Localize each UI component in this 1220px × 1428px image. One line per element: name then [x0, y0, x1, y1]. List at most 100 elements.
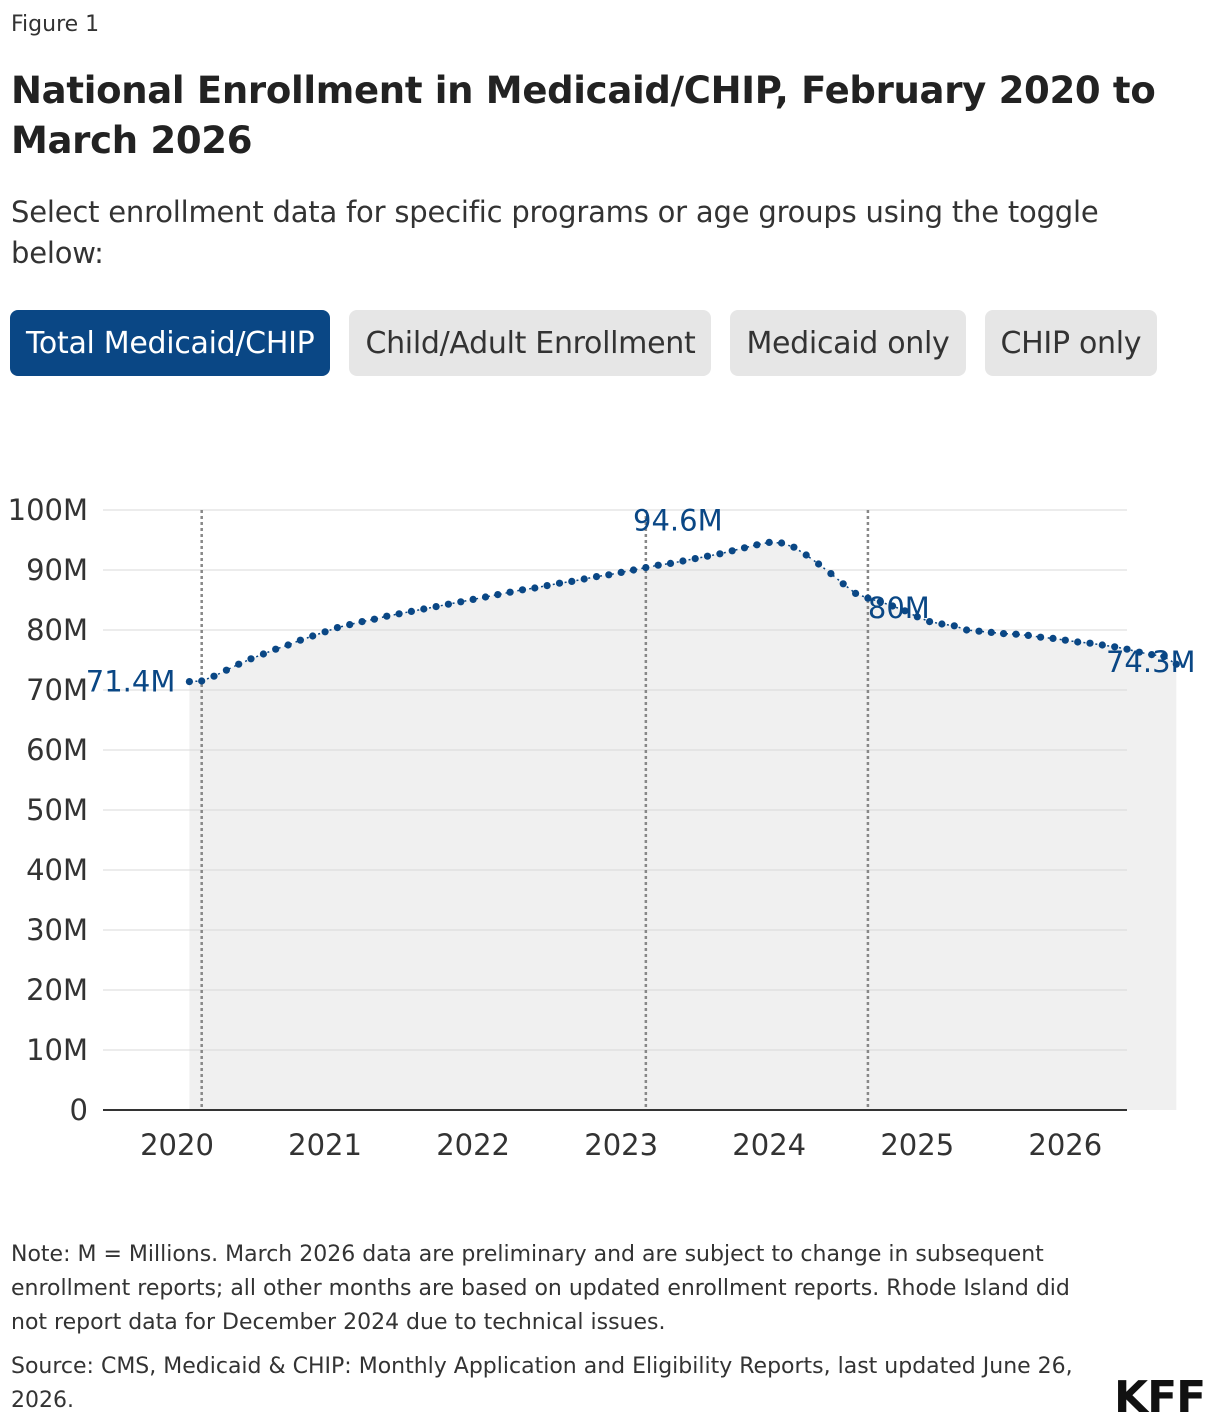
data-point — [247, 655, 255, 663]
data-point — [889, 602, 897, 610]
data-point — [210, 672, 218, 680]
data-point — [1049, 634, 1057, 642]
data-point — [963, 626, 971, 634]
data-point — [494, 591, 502, 599]
data-point — [839, 580, 847, 588]
data-point — [346, 621, 354, 629]
chart-title: National Enrollment in Medicaid/CHIP, Fe… — [11, 69, 1156, 162]
y-tick-label: 30M — [26, 913, 88, 947]
data-label: 94.6M — [633, 503, 723, 537]
data-point — [666, 559, 675, 567]
y-tick-label: 100M — [8, 493, 88, 527]
data-point — [333, 624, 341, 632]
x-tick-label: 2023 — [584, 1128, 658, 1162]
kff-logo: KFF — [1114, 1372, 1206, 1423]
data-label: 74.3M — [1106, 645, 1196, 679]
data-point — [395, 610, 403, 618]
data-point — [629, 566, 638, 574]
y-tick-label: 0 — [70, 1093, 88, 1127]
data-point — [407, 607, 415, 615]
data-point — [185, 678, 193, 686]
area-fill — [189, 542, 1177, 1110]
data-point — [383, 612, 391, 620]
data-point — [827, 570, 835, 578]
data-point — [444, 600, 452, 608]
data-point — [950, 622, 958, 630]
chart-subtitle: Select enrollment data for specific prog… — [11, 195, 1099, 270]
data-point — [728, 547, 736, 555]
data-point — [1135, 648, 1143, 656]
data-point — [321, 628, 329, 636]
data-point — [358, 618, 366, 626]
data-point — [815, 560, 823, 568]
data-point — [864, 594, 872, 602]
data-point — [1037, 633, 1045, 641]
y-tick-label: 90M — [26, 553, 88, 587]
data-label: 71.4M — [86, 665, 176, 699]
data-point — [531, 584, 539, 592]
data-point — [703, 552, 712, 560]
data-point — [1024, 631, 1032, 639]
x-tick-label: 2026 — [1028, 1128, 1102, 1162]
data-point — [518, 586, 527, 594]
data-point — [1098, 641, 1106, 649]
data-point — [1061, 636, 1069, 644]
data-point — [580, 575, 588, 583]
data-point — [716, 550, 724, 558]
data-point — [1074, 638, 1082, 646]
chart-note: Note: M = Millions. March 2026 data are … — [11, 1242, 1070, 1335]
data-point — [481, 593, 490, 601]
y-tick-label: 60M — [26, 733, 88, 767]
data-point — [592, 573, 601, 581]
data-point — [272, 645, 280, 653]
data-point — [975, 627, 983, 635]
data-point — [852, 589, 860, 597]
data-point — [691, 555, 699, 563]
data-point — [654, 561, 662, 569]
x-tick-label: 2022 — [436, 1128, 510, 1162]
y-tick-label: 50M — [26, 793, 88, 827]
data-point — [420, 605, 428, 613]
data-point — [926, 618, 934, 626]
y-tick-label: 40M — [26, 853, 88, 887]
data-point — [901, 607, 909, 615]
toggle-chip-only[interactable]: CHIP only — [984, 310, 1158, 376]
enrollment-line-chart: 0 10M 20M 30M 40M 50M 60M 70M 80M 90M 100M 2020 2021… — [8, 493, 1196, 1162]
toggle-total-medicaid-chip[interactable]: Total Medicaid/CHIP — [10, 310, 331, 376]
data-point — [790, 543, 798, 551]
chart-source: Source: CMS, Medicaid & CHIP: Monthly Ap… — [11, 1354, 1073, 1413]
data-point — [605, 571, 613, 579]
data-point — [309, 632, 317, 640]
data-point — [740, 544, 749, 552]
y-tick-label: 20M — [26, 973, 88, 1007]
data-point — [1172, 660, 1180, 668]
data-point — [259, 650, 267, 658]
toggle-child-adult-enrollment[interactable]: Child/Adult Enrollment — [349, 310, 712, 376]
data-point — [296, 636, 304, 644]
data-point — [568, 577, 576, 585]
data-point — [1012, 630, 1020, 638]
data-point — [222, 666, 230, 674]
figure-label: Figure 1 — [11, 12, 100, 37]
data-point — [802, 551, 810, 559]
data-point — [469, 595, 477, 603]
data-point — [457, 598, 465, 606]
data-point — [506, 588, 514, 596]
x-tick-label: 2020 — [140, 1128, 214, 1162]
data-point — [753, 541, 761, 549]
x-tick-label: 2024 — [732, 1128, 806, 1162]
data-point — [987, 628, 995, 636]
data-point — [765, 538, 773, 546]
toggle-medicaid-only[interactable]: Medicaid only — [730, 310, 966, 376]
data-point — [1086, 639, 1094, 647]
data-point — [370, 615, 378, 623]
data-point — [938, 620, 946, 628]
data-point — [913, 613, 921, 621]
data-point — [555, 579, 564, 587]
y-tick-label: 80M — [26, 613, 88, 647]
data-point — [1148, 651, 1156, 659]
data-point — [679, 557, 687, 565]
data-point — [543, 582, 551, 590]
program-toggle-group: Total Medicaid/CHIP Child/Adult Enrollme… — [10, 310, 1158, 376]
data-point — [617, 568, 625, 576]
